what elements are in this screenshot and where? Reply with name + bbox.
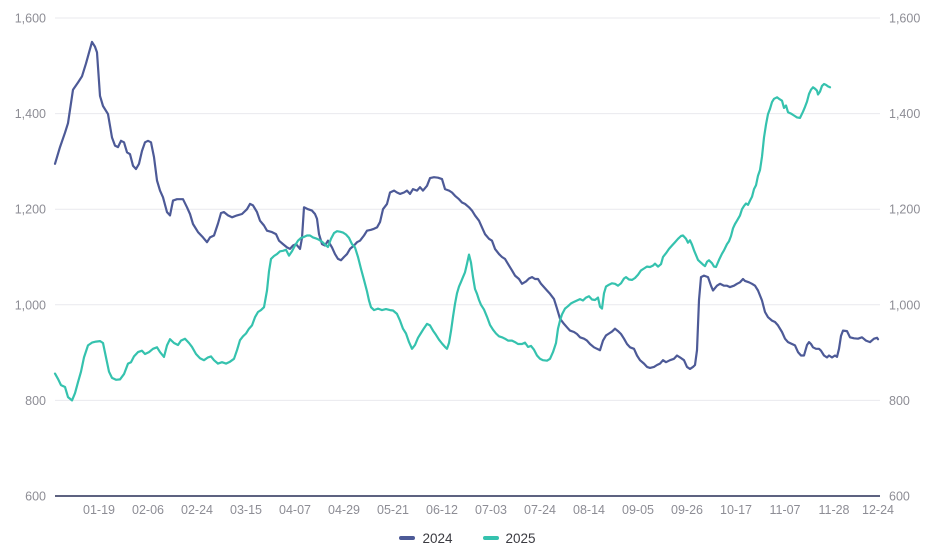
- x-axis-tick: 04-29: [328, 503, 360, 517]
- legend-marker-2024: [399, 536, 416, 540]
- y-axis-tick-right: 800: [889, 394, 910, 408]
- x-axis-tick: 09-26: [671, 503, 703, 517]
- x-axis-tick: 04-07: [279, 503, 311, 517]
- x-axis-tick: 07-24: [524, 503, 556, 517]
- series-line-2025[interactable]: [53, 82, 832, 402]
- x-axis-tick: 08-14: [573, 503, 605, 517]
- y-axis-tick-left: 1,000: [15, 298, 46, 312]
- y-axis-tick-left: 600: [25, 490, 46, 504]
- x-axis-tick: 12-24: [862, 503, 894, 517]
- x-axis-tick: 11-28: [818, 503, 849, 517]
- legend-marker-2025: [482, 536, 499, 540]
- chart-legend: 2024 2025: [0, 528, 935, 548]
- x-axis-tick: 03-15: [230, 503, 262, 517]
- x-axis-tick: 02-24: [181, 503, 213, 517]
- x-axis-tick: 11-07: [769, 503, 800, 517]
- x-axis-tick: 05-21: [377, 503, 409, 517]
- legend-item-2025[interactable]: 2025: [482, 530, 536, 546]
- x-axis-tick: 07-03: [475, 503, 507, 517]
- y-axis-tick-left: 1,400: [15, 107, 46, 121]
- legend-label-2024: 2024: [422, 530, 453, 546]
- legend-item-2024[interactable]: 2024: [399, 530, 453, 546]
- y-axis-tick-left: 1,200: [15, 203, 46, 217]
- y-axis-tick-right: 1,400: [889, 107, 920, 121]
- y-axis-tick-left: 1,600: [15, 12, 46, 26]
- x-axis-tick: 06-12: [426, 503, 458, 517]
- x-axis-tick: 10-17: [720, 503, 752, 517]
- x-axis-tick: 01-19: [83, 503, 115, 517]
- y-axis-tick-right: 1,600: [889, 12, 920, 26]
- series-line-2024[interactable]: [53, 40, 880, 370]
- y-axis-tick-right: 600: [889, 490, 910, 504]
- y-axis-tick-right: 1,000: [889, 298, 920, 312]
- x-axis-tick: 02-06: [132, 503, 164, 517]
- x-axis-tick: 09-05: [622, 503, 654, 517]
- y-axis-tick-left: 800: [25, 394, 46, 408]
- y-axis-tick-right: 1,200: [889, 203, 920, 217]
- legend-label-2025: 2025: [505, 530, 536, 546]
